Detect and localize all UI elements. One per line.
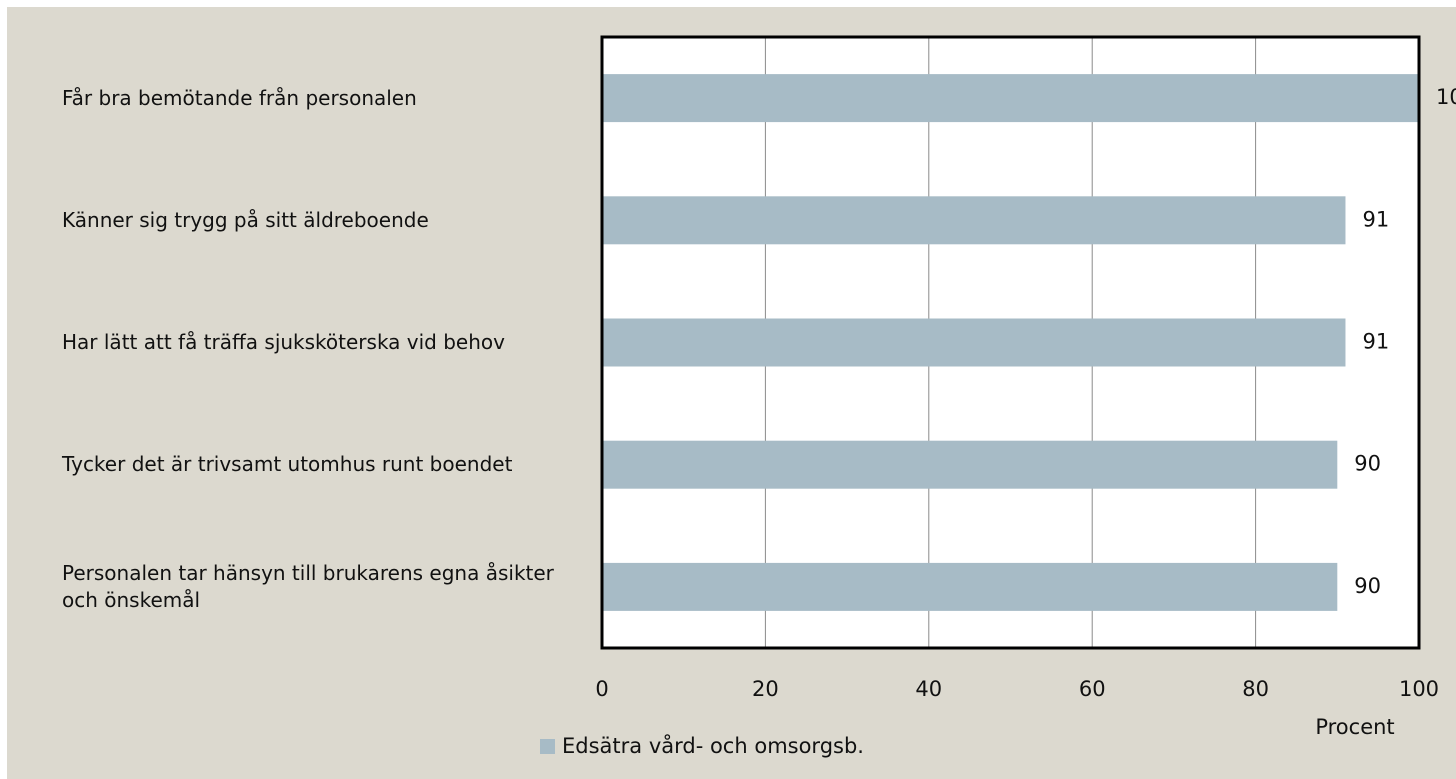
category-label: Får bra bemötande från personalen	[62, 85, 417, 110]
bar	[602, 562, 1338, 611]
x-tick-label: 20	[752, 677, 779, 701]
plot-frame	[600, 35, 1421, 650]
value-label: 90	[1354, 452, 1381, 476]
value-label: 91	[1362, 330, 1389, 354]
value-label: 91	[1362, 207, 1389, 231]
legend-swatch	[540, 739, 555, 754]
category-label: Personalen tar hänsyn till brukarens egn…	[62, 560, 554, 612]
x-axis-title: Procent	[1315, 715, 1394, 739]
category-label: Tycker det är trivsamt utomhus runt boen…	[62, 452, 513, 477]
x-tick-label: 80	[1242, 677, 1269, 701]
value-label: 100	[1436, 85, 1456, 109]
bar	[602, 440, 1338, 489]
value-label: 90	[1354, 574, 1381, 598]
x-tick-label: 40	[915, 677, 942, 701]
x-tick-label: 100	[1399, 677, 1439, 701]
bar	[602, 74, 1419, 123]
x-tick-label: 0	[595, 677, 608, 701]
bar	[602, 196, 1346, 245]
x-tick-label: 60	[1079, 677, 1106, 701]
bar	[602, 318, 1346, 367]
category-label: Har lätt att få träffa sjuksköterska vid…	[62, 330, 505, 354]
category-label: Känner sig trygg på sitt äldreboende	[62, 207, 429, 232]
legend-label: Edsätra vård- och omsorgsb.	[562, 733, 864, 758]
